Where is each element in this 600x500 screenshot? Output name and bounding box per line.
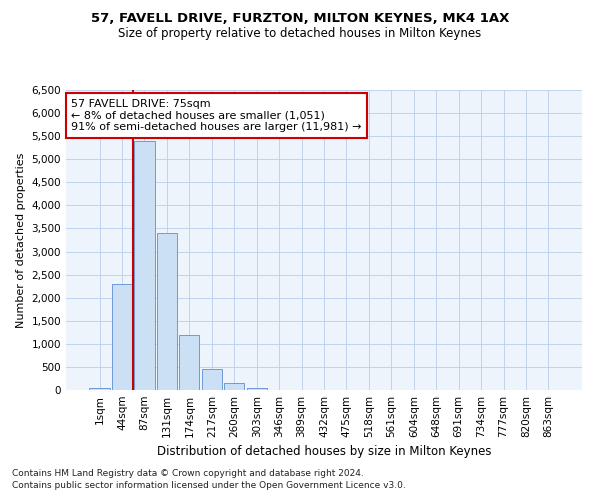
Bar xyxy=(224,383,244,390)
Text: Size of property relative to detached houses in Milton Keynes: Size of property relative to detached ho… xyxy=(118,28,482,40)
Text: Contains HM Land Registry data © Crown copyright and database right 2024.: Contains HM Land Registry data © Crown c… xyxy=(12,468,364,477)
Bar xyxy=(247,388,267,390)
Text: 57 FAVELL DRIVE: 75sqm
← 8% of detached houses are smaller (1,051)
91% of semi-d: 57 FAVELL DRIVE: 75sqm ← 8% of detached … xyxy=(71,99,362,132)
Bar xyxy=(112,284,132,390)
Bar xyxy=(157,233,177,390)
Text: 57, FAVELL DRIVE, FURZTON, MILTON KEYNES, MK4 1AX: 57, FAVELL DRIVE, FURZTON, MILTON KEYNES… xyxy=(91,12,509,26)
Bar xyxy=(179,334,199,390)
Text: Contains public sector information licensed under the Open Government Licence v3: Contains public sector information licen… xyxy=(12,481,406,490)
X-axis label: Distribution of detached houses by size in Milton Keynes: Distribution of detached houses by size … xyxy=(157,446,491,458)
Bar xyxy=(202,369,222,390)
Bar xyxy=(134,141,155,390)
Bar xyxy=(89,388,110,390)
Y-axis label: Number of detached properties: Number of detached properties xyxy=(16,152,26,328)
